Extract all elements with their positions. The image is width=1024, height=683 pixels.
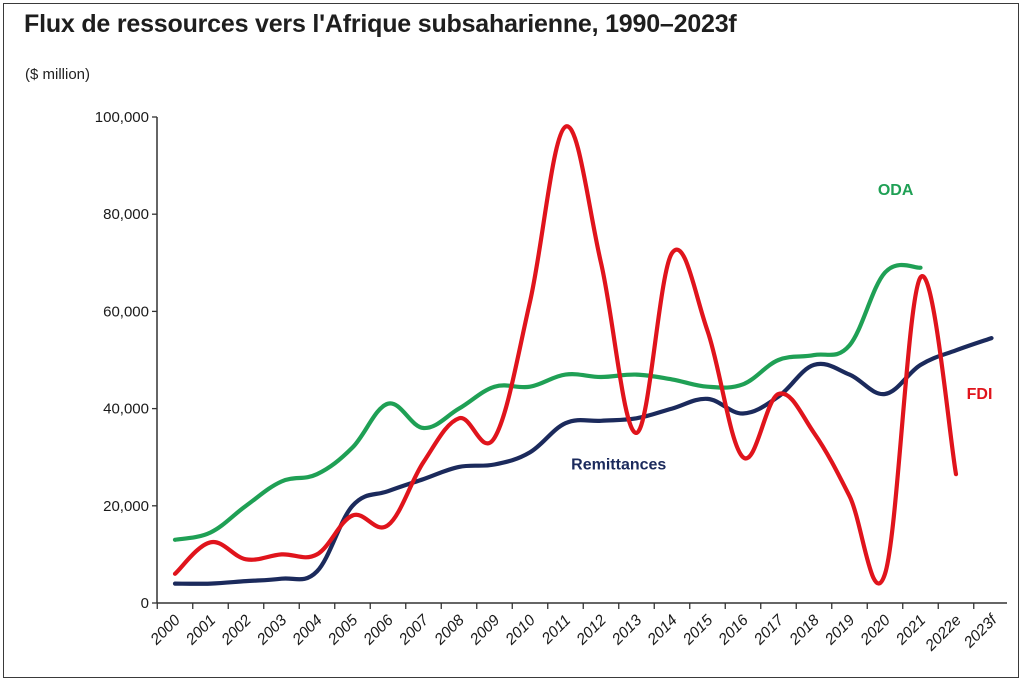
y-unit-label: ($ million) [25, 66, 91, 83]
x-tick-label: 2012 [573, 612, 610, 649]
x-tick-label: 2014 [644, 612, 681, 649]
y-tick-label: 40,000 [103, 401, 149, 418]
chart-frame [3, 3, 1019, 678]
x-tick-label: 2022e [922, 612, 965, 655]
x-tick-label: 2004 [289, 612, 326, 649]
series-label-remittances: Remittances [571, 456, 666, 473]
x-tick-label: 2008 [431, 612, 468, 649]
x-tick-label: 2015 [679, 612, 716, 649]
x-tick-label: 2002 [218, 612, 255, 649]
labels-layer: Remittances ODA FDI [571, 182, 992, 474]
x-tick-label: 2019 [821, 612, 858, 649]
x-tick-label: 2003 [253, 612, 290, 649]
series-line-remittances [172, 336, 994, 586]
y-tick-label: 80,000 [103, 206, 149, 223]
series-line-oda [172, 262, 923, 542]
x-tick-label: 2006 [360, 612, 397, 649]
x-tick-label: 2023f [960, 611, 1001, 652]
x-tick-label: 2009 [466, 612, 503, 649]
x-tick-label: 2017 [750, 611, 788, 649]
x-tick-label: 2011 [538, 612, 574, 648]
series-label-oda: ODA [878, 182, 914, 199]
x-tick-label: 2007 [395, 611, 433, 649]
y-tick-label: 0 [141, 595, 149, 612]
series-line-fdi [172, 124, 959, 586]
x-tick-label: 2018 [786, 612, 823, 649]
chart-title: Flux de ressources vers l'Afrique subsah… [24, 10, 737, 38]
y-tick-label: 100,000 [95, 109, 149, 126]
series-label-fdi: FDI [967, 386, 993, 403]
x-tick-label: 2010 [502, 612, 539, 649]
y-tick-label: 60,000 [103, 303, 149, 320]
x-tick-label: 2005 [324, 612, 361, 649]
x-tick-label: 2016 [715, 612, 752, 649]
series-layer [172, 124, 994, 586]
x-tick-label: 2001 [182, 612, 219, 649]
x-tick-label: 2013 [608, 612, 645, 649]
x-tick-label: 2020 [857, 612, 894, 649]
y-tick-label: 20,000 [103, 498, 149, 515]
x-tick-label: 2000 [147, 612, 184, 649]
